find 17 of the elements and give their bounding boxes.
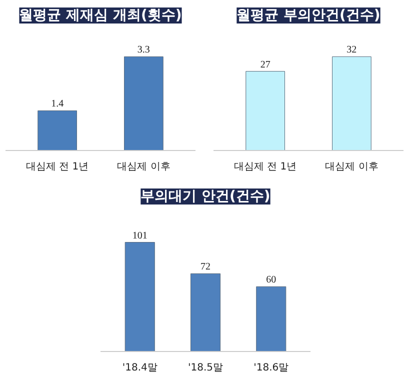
chart-title: 월평균 제재심 개최(횟수) <box>19 8 182 24</box>
data-label: 72 <box>200 262 210 273</box>
chart-title: 월평균 부의안건(건수) <box>236 8 380 24</box>
x-tick-label: 대심제 이후 <box>325 162 378 172</box>
x-tick-label: 대심제 전 1년 <box>234 162 297 172</box>
chart-title: 부의대기 안건(건수) <box>140 188 270 204</box>
data-label: 3.3 <box>137 44 150 56</box>
data-label: 27 <box>260 59 270 70</box>
x-tick-label: '18.4말 <box>122 362 158 374</box>
x-tick-label: 대심제 전 1년 <box>26 162 89 172</box>
x-tick-label: '18.6말 <box>254 362 289 374</box>
data-label: 1.4 <box>51 98 64 110</box>
x-tick-label: '18.5말 <box>188 362 224 374</box>
data-label: 101 <box>132 230 148 242</box>
data-label: 60 <box>266 274 276 286</box>
data-label: 32 <box>346 44 357 56</box>
x-tick-label: 대심제 이후 <box>117 162 170 172</box>
